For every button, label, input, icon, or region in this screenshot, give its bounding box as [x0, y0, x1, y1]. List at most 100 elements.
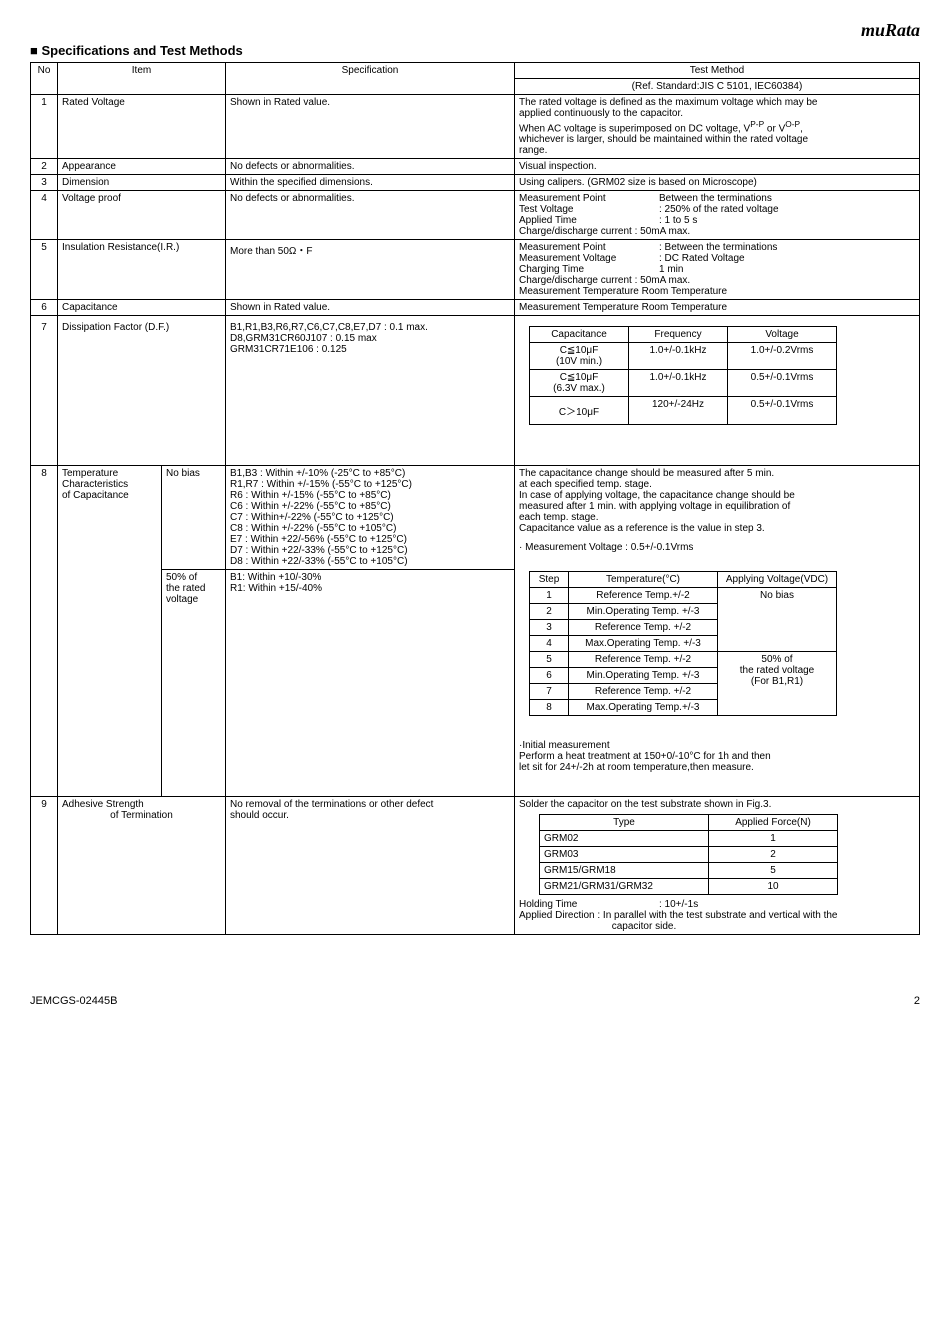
text-line: Applied Direction : In parallel with the… — [519, 910, 915, 921]
text-line: whichever is larger, should be maintaine… — [519, 134, 915, 145]
footer-left: JEMCGS-02445B — [30, 995, 117, 1007]
text-line: at each specified temp. stage. — [519, 479, 915, 490]
cell-spec: No defects or abnormalities. — [226, 191, 515, 240]
header-item: Item — [58, 63, 226, 95]
cell: GRM02 — [540, 831, 709, 847]
text-line: Test Voltage: 250% of the rated voltage — [519, 204, 915, 215]
text-line: Capacitance value as a reference is the … — [519, 523, 915, 534]
cell: GRM03 — [540, 847, 709, 863]
cell-method: The rated voltage is defined as the maxi… — [515, 95, 920, 159]
text-line: let sit for 24+/-2h at room temperature,… — [519, 762, 915, 773]
th-force: Applied Force(N) — [709, 815, 838, 831]
text-line: capacitor side. — [519, 921, 769, 932]
text-line: Perform a heat treatment at 150+0/-10°C … — [519, 751, 915, 762]
freq-table: Capacitance Frequency Voltage C≦10μF(10V… — [529, 326, 837, 425]
text-line: Charging Time1 min — [519, 264, 915, 275]
text-line: ·Initial measurement — [519, 740, 915, 751]
text-line: B1,B3 : Within +/-10% (-25°C to +85°C) — [230, 468, 510, 479]
cell: 0.5+/-0.1Vrms — [728, 397, 837, 425]
text-line: each temp. stage. — [519, 512, 915, 523]
text-line: C8 : Within +/-22% (-55°C to +105°C) — [230, 523, 510, 534]
cell: 1.0+/-0.1kHz — [629, 343, 728, 370]
cell: Reference Temp. +/-2 — [569, 652, 718, 668]
cell-method: Using calipers. (GRM02 size is based on … — [515, 175, 920, 191]
text-line: Solder the capacitor on the test substra… — [519, 799, 915, 810]
cell-item: Capacitance — [58, 300, 226, 316]
cell-item: Adhesive Strength of Termination — [58, 797, 226, 935]
th-freq: Frequency — [629, 327, 728, 343]
cell: Reference Temp. +/-2 — [569, 684, 718, 700]
text-line: R6 : Within +/-15% (-55°C to +85°C) — [230, 490, 510, 501]
cell-method: Capacitance Frequency Voltage C≦10μF(10V… — [515, 316, 920, 466]
cell-no: 7 — [31, 316, 58, 466]
cell: GRM21/GRM31/GRM32 — [540, 879, 709, 895]
text-line: D7 : Within +22/-33% (-55°C to +125°C) — [230, 545, 510, 556]
cell: 1.0+/-0.1kHz — [629, 370, 728, 397]
text-line: The capacitance change should be measure… — [519, 468, 915, 479]
header-method-l1: Test Method — [515, 63, 920, 79]
cell-spec: No removal of the terminations or other … — [226, 797, 515, 935]
table-row: 5 Insulation Resistance(I.R.) More than … — [31, 240, 920, 300]
th-type: Type — [540, 815, 709, 831]
cell-method: Measurement Temperature Room Temperature — [515, 300, 920, 316]
cell: GRM15/GRM18 — [540, 863, 709, 879]
cell: Max.Operating Temp. +/-3 — [569, 636, 718, 652]
cell-item: Rated Voltage — [58, 95, 226, 159]
text-line: measured after 1 min. with applying volt… — [519, 501, 915, 512]
cell-spec: B1,B3 : Within +/-10% (-25°C to +85°C) R… — [226, 466, 515, 570]
cell-method: The capacitance change should be measure… — [515, 466, 920, 797]
text-line: Applied Time: 1 to 5 s — [519, 215, 915, 226]
cell: Max.Operating Temp.+/-3 — [569, 700, 718, 716]
table-row: 6 Capacitance Shown in Rated value. Meas… — [31, 300, 920, 316]
cell: 4 — [530, 636, 569, 652]
text-line: Characteristics — [62, 479, 157, 490]
text-line: Holding Time: 10+/-1s — [519, 899, 915, 910]
cell: 1 — [709, 831, 838, 847]
footer-right: 2 — [914, 995, 920, 1007]
text-line: the rated — [166, 583, 221, 594]
text-line: GRM31CR71E106 : 0.125 — [230, 344, 510, 355]
cell-spec: Shown in Rated value. — [226, 300, 515, 316]
cell: 5 — [530, 652, 569, 668]
text-line: No removal of the terminations or other … — [230, 799, 510, 810]
cell-method: Solder the capacitor on the test substra… — [515, 797, 920, 935]
cell-no: 4 — [31, 191, 58, 240]
cell-no: 5 — [31, 240, 58, 300]
th-step: Step — [530, 572, 569, 588]
header-no: No — [31, 63, 58, 95]
cell: C≦10μF(6.3V max.) — [530, 370, 629, 397]
text-line: The rated voltage is defined as the maxi… — [519, 97, 915, 108]
text-line: Measurement Point: Between the terminati… — [519, 242, 915, 253]
cell-no: 1 — [31, 95, 58, 159]
th-temp: Temperature(°C) — [569, 572, 718, 588]
logo: muRata — [30, 20, 920, 41]
text-line: E7 : Within +22/-56% (-55°C to +125°C) — [230, 534, 510, 545]
cell: Min.Operating Temp. +/-3 — [569, 604, 718, 620]
cell-item: Dimension — [58, 175, 226, 191]
cell-spec: B1,R1,B3,R6,R7,C6,C7,C8,E7,D7 : 0.1 max.… — [226, 316, 515, 466]
text-line: C7 : Within+/-22% (-55°C to +125°C) — [230, 512, 510, 523]
cell-method: Measurement Point: Between the terminati… — [515, 240, 920, 300]
cell-spec: Shown in Rated value. — [226, 95, 515, 159]
cell: No bias — [718, 588, 837, 652]
cell: 7 — [530, 684, 569, 700]
cell-no: 8 — [31, 466, 58, 797]
cell: 10 — [709, 879, 838, 895]
text-line: R1,R7 : Within +/-15% (-55°C to +125°C) — [230, 479, 510, 490]
spec-table: No Item Specification Test Method (Ref. … — [30, 62, 920, 935]
footer: JEMCGS-02445B 2 — [30, 995, 920, 1007]
text-line: Measurement Voltage: DC Rated Voltage — [519, 253, 915, 264]
text-line: When AC voltage is superimposed on DC vo… — [519, 119, 915, 134]
th-av: Applying Voltage(VDC) — [718, 572, 837, 588]
text-line: should occur. — [230, 810, 510, 821]
cell-no: 2 — [31, 159, 58, 175]
cell-item: Dissipation Factor (D.F.) — [58, 316, 226, 466]
force-table: TypeApplied Force(N) GRM021 GRM032 GRM15… — [539, 814, 838, 895]
table-row: 7 Dissipation Factor (D.F.) B1,R1,B3,R6,… — [31, 316, 920, 466]
th-cap: Capacitance — [530, 327, 629, 343]
cell-method: Visual inspection. — [515, 159, 920, 175]
text-line: Measurement Temperature Room Temperature — [519, 286, 915, 297]
text-line: of Capacitance — [62, 490, 157, 501]
text-line: D8 : Within +22/-33% (-55°C to +105°C) — [230, 556, 510, 567]
text-line: Charge/discharge current : 50mA max. — [519, 275, 915, 286]
